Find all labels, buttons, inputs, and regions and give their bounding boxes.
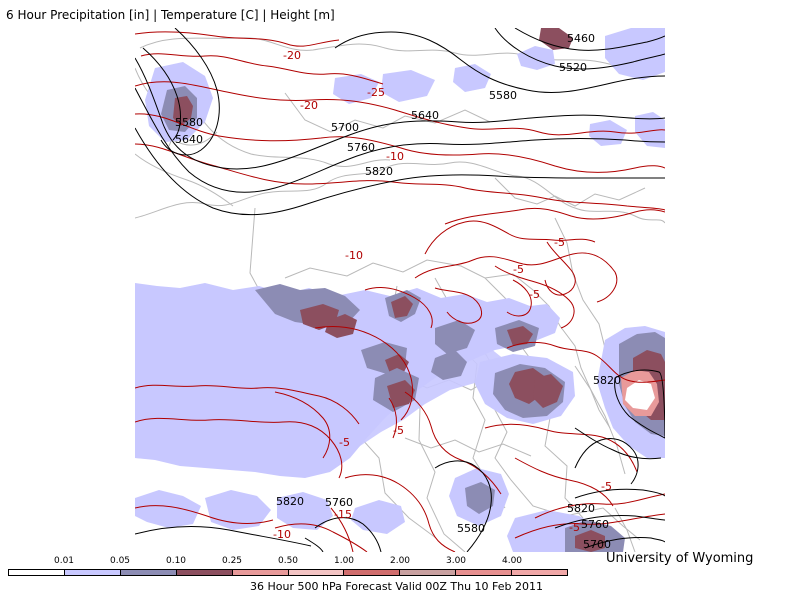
map-title: 6 Hour Precipitation [in] | Temperature … (6, 8, 335, 22)
legend-label: 0.01 (53, 556, 75, 566)
legend-label: 2.00 (389, 556, 411, 566)
height-label: 5580 (175, 116, 203, 129)
height-contours (135, 28, 665, 552)
temperature-labels: -20 -20 -25 -10 -10 -5 -5 -5 -5 -5 -5 -1… (273, 49, 612, 541)
temperature-label: -5 (569, 521, 580, 534)
temperature-label: -10 (386, 150, 404, 163)
height-label: 5640 (175, 133, 203, 146)
legend-swatch (64, 570, 121, 575)
temperature-label: -25 (367, 86, 385, 99)
legend-color-bar (8, 569, 568, 576)
height-label: 5760 (347, 141, 375, 154)
map-svg: 5460 5520 5580 5640 5700 5760 5820 5580 … (135, 28, 665, 552)
legend-label: 0.25 (221, 556, 243, 566)
height-label: 5760 (325, 496, 353, 509)
temperature-label: -5 (513, 263, 524, 276)
legend-label: 4.00 (501, 556, 523, 566)
temperature-label: -20 (300, 99, 318, 112)
precip-shading (135, 28, 665, 552)
forecast-map: 5460 5520 5580 5640 5700 5760 5820 5580 … (135, 28, 665, 552)
legend-swatch (288, 570, 345, 575)
height-label: 5820 (276, 495, 304, 508)
height-label: 5820 (567, 502, 595, 515)
temperature-label: -15 (334, 508, 352, 521)
temperature-label: -20 (283, 49, 301, 62)
height-label: 5820 (365, 165, 393, 178)
legend-swatch (232, 570, 289, 575)
temperature-label: -5 (554, 236, 565, 249)
height-label: 5760 (581, 518, 609, 531)
temperature-label: -5 (529, 288, 540, 301)
height-label: 5820 (593, 374, 621, 387)
temperature-label: -10 (273, 528, 291, 541)
legend-swatch (400, 570, 457, 575)
height-label: 5520 (559, 61, 587, 74)
height-labels: 5460 5520 5580 5640 5700 5760 5820 5580 … (175, 32, 621, 551)
legend-swatch (176, 570, 233, 575)
legend-swatch (9, 570, 65, 575)
temperature-label: -5 (393, 424, 404, 437)
legend-label: 0.10 (165, 556, 187, 566)
height-label: 5580 (489, 89, 517, 102)
legend-label: 0.50 (277, 556, 299, 566)
precip-legend: 0.01 0.05 0.10 0.25 0.50 1.00 2.00 3.00 … (8, 553, 568, 583)
credit-text: University of Wyoming (606, 551, 754, 566)
legend-swatch (512, 570, 568, 575)
legend-label: 3.00 (445, 556, 467, 566)
height-label: 5700 (331, 121, 359, 134)
height-label: 5580 (457, 522, 485, 535)
forecast-valid-text: 36 Hour 500 hPa Forecast Valid 00Z Thu 1… (250, 580, 544, 593)
height-label: 5460 (567, 32, 595, 45)
legend-swatch (456, 570, 513, 575)
height-label: 5640 (411, 109, 439, 122)
legend-label: 0.05 (109, 556, 131, 566)
temperature-label: -10 (345, 249, 363, 262)
legend-swatch (120, 570, 177, 575)
legend-swatch (344, 570, 401, 575)
temperature-label: -5 (601, 480, 612, 493)
temperature-label: -5 (339, 436, 350, 449)
legend-label: 1.00 (333, 556, 355, 566)
height-label: 5700 (583, 538, 611, 551)
